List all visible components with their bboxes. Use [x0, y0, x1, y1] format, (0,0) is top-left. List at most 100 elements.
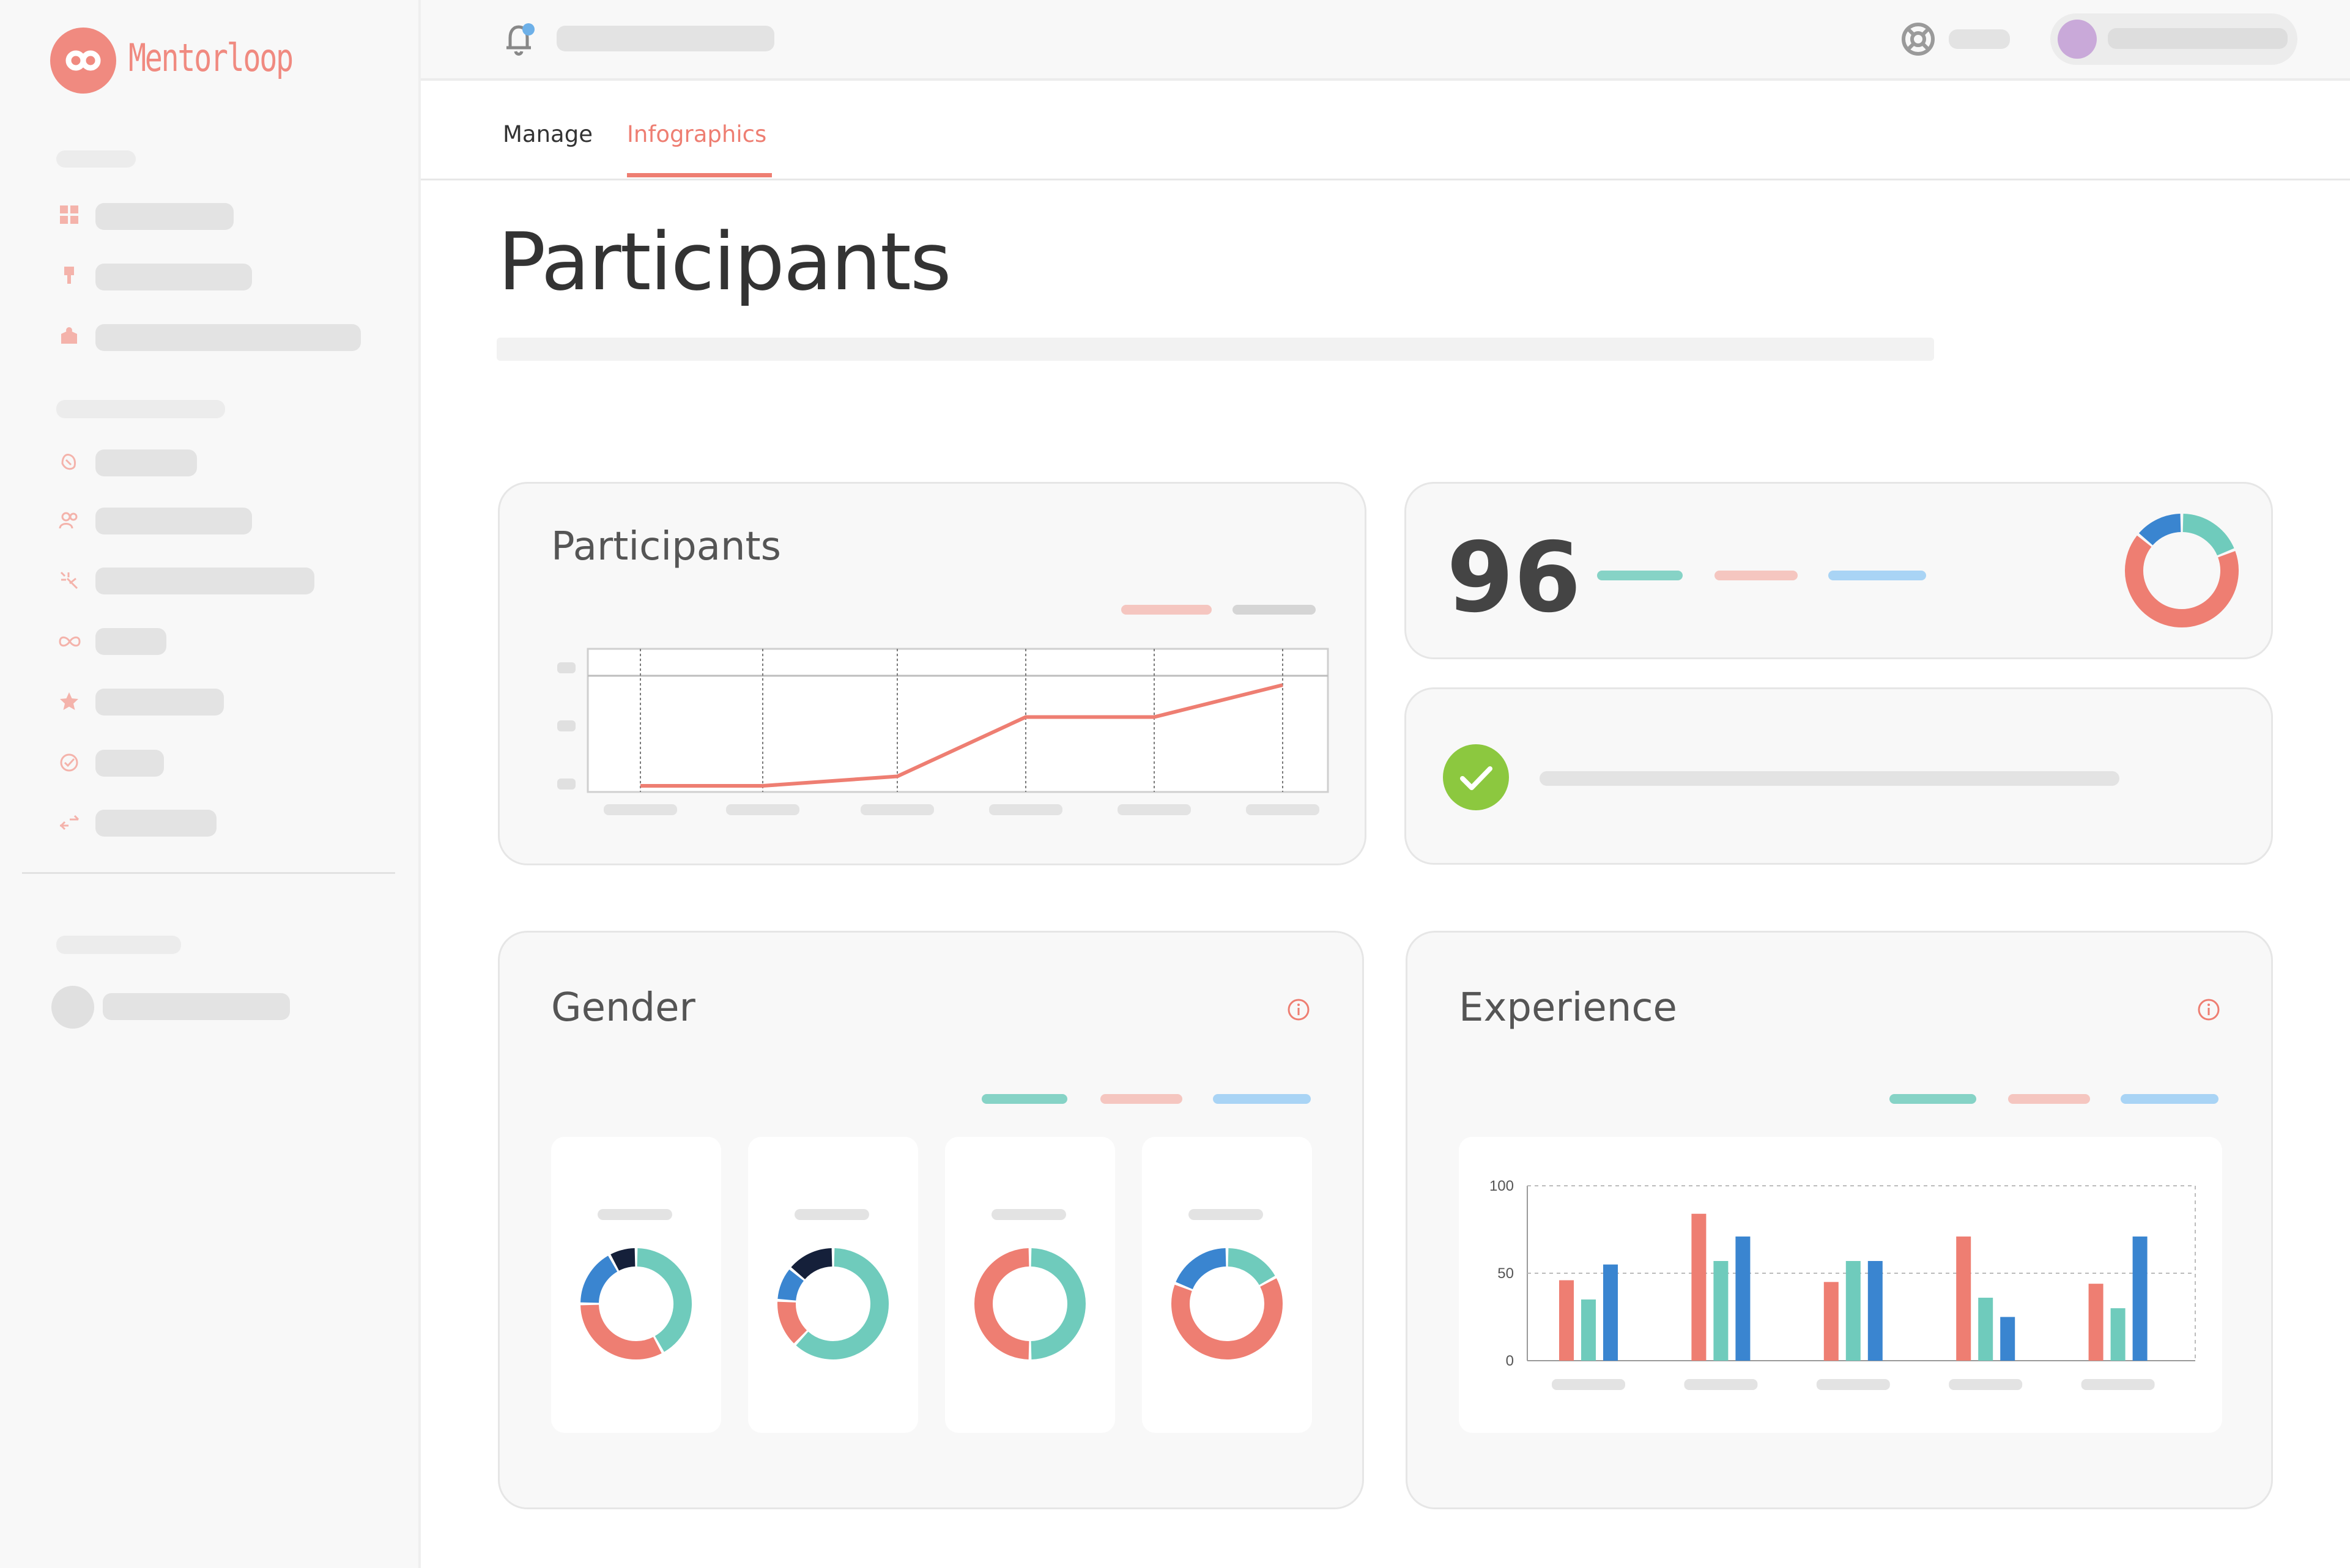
search-placeholder[interactable]	[557, 26, 774, 51]
experience-card-title: Experience	[1459, 985, 1677, 1030]
mentorloop-logo[interactable]	[50, 28, 116, 94]
legend-item-beginner	[2121, 1094, 2218, 1104]
sidebar-item-tasks[interactable]	[95, 750, 164, 777]
tab-active-indicator	[627, 173, 772, 177]
legend-item-intermediate	[2008, 1094, 2090, 1104]
x-tick-label	[2081, 1379, 2155, 1390]
bar	[1867, 1260, 1883, 1361]
series-line	[640, 683, 1283, 788]
nav-section-label	[56, 150, 136, 168]
tab-manage[interactable]: Manage	[503, 121, 593, 147]
donut-slice	[2182, 514, 2234, 556]
group-label-placeholder	[1188, 1209, 1263, 1220]
help-label[interactable]	[1949, 29, 2010, 49]
y-tick-label	[557, 720, 576, 731]
sidebar-item-goals[interactable]	[95, 264, 252, 290]
x-tick-label	[989, 804, 1062, 815]
donut-slice	[777, 1301, 807, 1344]
bar	[2088, 1284, 2104, 1361]
people-icon	[59, 512, 78, 529]
group-label-placeholder	[795, 1209, 869, 1220]
gender-group-card	[1142, 1137, 1312, 1433]
donut-slice	[974, 1248, 1029, 1359]
legend-item-total	[1232, 605, 1316, 615]
x-tick-label	[1949, 1379, 2023, 1390]
bar	[1978, 1298, 1993, 1361]
bar	[1845, 1260, 1861, 1361]
tab-infographics[interactable]: Infographics	[627, 121, 767, 147]
donut-slice	[796, 1248, 889, 1359]
donut-slice	[2125, 535, 2239, 627]
bar	[1603, 1264, 1618, 1361]
sidebar-item-dashboard[interactable]	[95, 203, 234, 230]
infinity-icon	[59, 636, 81, 647]
y-tick-label	[557, 662, 576, 673]
sidebar-item-feedback[interactable]	[95, 689, 224, 716]
donut-slice	[637, 1248, 692, 1352]
help-lifebuoy-icon[interactable]	[1901, 22, 1935, 56]
donut-slice	[2138, 514, 2181, 546]
bar	[2000, 1317, 2015, 1361]
bar	[1559, 1280, 1574, 1361]
info-icon[interactable]	[1286, 997, 1311, 1022]
legend-item-female	[982, 1094, 1067, 1104]
participants-line-chart	[557, 648, 1329, 815]
award-icon	[64, 267, 74, 284]
sparkle-icon	[60, 571, 78, 590]
sidebar-item-welcome[interactable]	[95, 449, 197, 476]
x-tick-label	[1684, 1379, 1758, 1390]
donut-slice	[580, 1304, 662, 1359]
sidebar-item-relationships[interactable]	[95, 628, 166, 655]
tabs-divider	[421, 179, 2350, 180]
participant-count-card: 96	[1404, 482, 2273, 659]
bar	[1735, 1236, 1751, 1361]
bar	[1956, 1236, 1971, 1361]
user-menu[interactable]	[2050, 13, 2297, 65]
sidebar-item-resources[interactable]	[95, 324, 361, 351]
x-tick-label	[1552, 1379, 1625, 1390]
info-icon[interactable]	[2196, 997, 2221, 1022]
legend-item-mentees	[1597, 571, 1683, 580]
sidebar-item-integrations[interactable]	[95, 810, 217, 837]
sidebar-item-participants[interactable]	[95, 508, 252, 534]
y-tick-label: 0	[1506, 1353, 1514, 1369]
page-title: Participants	[498, 215, 952, 308]
y-tick-label: 100	[1489, 1178, 1514, 1194]
bar	[2110, 1308, 2126, 1361]
user-name-placeholder	[2108, 28, 2288, 49]
x-tick-label	[604, 804, 677, 815]
gender-donut-chart	[1171, 1248, 1283, 1359]
star-icon	[60, 692, 78, 710]
x-tick-label	[861, 804, 934, 815]
gender-group-card	[748, 1137, 918, 1433]
legend-item-male	[1100, 1094, 1182, 1104]
avatar[interactable]	[51, 986, 94, 1029]
sidebar: Mentorloop	[0, 0, 421, 1568]
donut-slice	[777, 1269, 804, 1301]
bar	[1713, 1260, 1729, 1361]
gender-donut-chart	[777, 1248, 889, 1359]
sidebar-item-matching[interactable]	[95, 568, 314, 594]
notification-bell-icon[interactable]	[499, 18, 541, 60]
nav-section-label	[56, 936, 181, 954]
sidebar-user-name[interactable]	[103, 993, 290, 1020]
box-icon	[61, 327, 77, 344]
shuffle-icon	[59, 815, 80, 830]
status-card	[1404, 687, 2273, 865]
donut-slice	[580, 1256, 618, 1304]
check-circle-icon	[60, 753, 78, 772]
sidebar-divider	[22, 872, 395, 874]
brand-name: Mentorloop	[128, 35, 294, 80]
plot-area	[587, 648, 1329, 793]
top-bar	[421, 0, 2350, 81]
experience-bar-chart: 0 50 100	[1489, 1178, 2196, 1390]
page-description-placeholder	[497, 338, 1934, 361]
legend-item-mentors	[1714, 571, 1798, 580]
gender-group-card	[551, 1137, 721, 1433]
donut-slice	[1171, 1278, 1283, 1359]
bar	[1691, 1213, 1707, 1361]
group-label-placeholder	[598, 1209, 672, 1220]
user-avatar	[2058, 20, 2097, 59]
x-tick-label	[726, 804, 799, 815]
donut-slice	[610, 1248, 636, 1271]
